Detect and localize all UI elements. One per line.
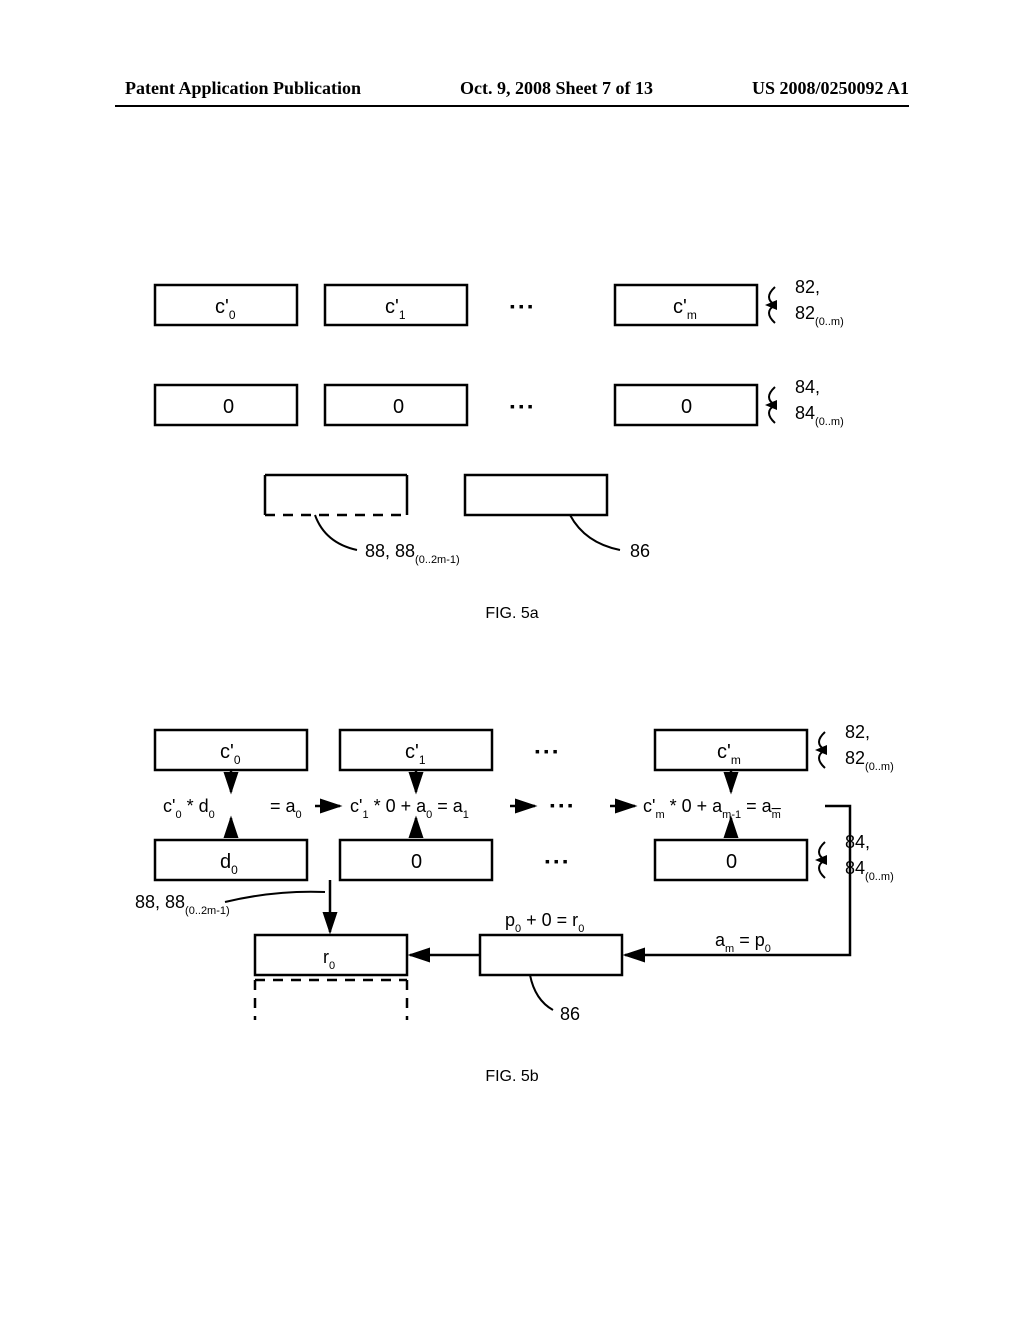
t-d0: d0 <box>220 851 238 877</box>
header-right: US 2008/0250092 A1 <box>752 78 909 99</box>
txt-z0: 0 <box>223 396 234 418</box>
txt-c0: c'0 <box>215 296 236 322</box>
leader-88b <box>225 892 325 902</box>
leader-86b <box>530 975 553 1010</box>
lbl-88: 88, 88(0..2m-1) <box>365 541 460 566</box>
lbl-84b-t: 84, <box>845 832 870 852</box>
ell-r1b: ▪ ▪ ▪ <box>535 743 558 759</box>
lbl-84: 84, <box>795 377 820 397</box>
eq-a0: = a0 <box>270 796 302 821</box>
t-c1: c'1 <box>405 741 426 767</box>
leader-86 <box>570 515 620 550</box>
dashed-below-r0 <box>255 980 407 1020</box>
eq-cm: c'm * 0 + am-1 = am <box>643 796 781 821</box>
header-rule <box>115 105 909 107</box>
ellipsis-r2: ▪ ▪ ▪ <box>510 398 533 414</box>
txt-cm: c'm <box>673 296 697 322</box>
lbl-84b: 84(0..m) <box>795 403 844 428</box>
ell-r2b: ▪ ▪ ▪ <box>545 853 568 869</box>
ell-mid: ▪ ▪ ▪ <box>550 797 573 813</box>
t-amp0: am = p0 <box>715 930 771 955</box>
leader-88 <box>315 515 357 550</box>
t-zm: 0 <box>726 851 737 873</box>
t-z1: 0 <box>411 851 422 873</box>
t-p0: p0 + 0 = r0 <box>505 910 584 935</box>
t-c0: c'0 <box>220 741 241 767</box>
lbl-82b-t: 82, <box>845 722 870 742</box>
txt-z1: 0 <box>393 396 404 418</box>
fig5a-caption: FIG. 5a <box>0 605 1024 623</box>
lbl-82: 82, <box>795 277 820 297</box>
figure-5a: c'0 c'1 c'm 0 0 0 ▪ ▪ ▪ ▪ ▪ ▪ 82, 82(0..… <box>115 275 1015 655</box>
lbl-86: 86 <box>630 541 650 561</box>
box-88-outline <box>265 475 407 515</box>
box-86 <box>465 475 607 515</box>
header-center: Oct. 9, 2008 Sheet 7 of 13 <box>460 78 653 99</box>
t-cm: c'm <box>717 741 741 767</box>
header-left: Patent Application Publication <box>125 78 361 99</box>
lbl-82b-b: 82(0..m) <box>845 748 894 773</box>
lbl-86b: 86 <box>560 1004 580 1024</box>
eq-c0d0: c'0 * d0 <box>163 796 215 821</box>
lbl-82b: 82(0..m) <box>795 303 844 328</box>
lbl-84b-b: 84(0..m) <box>845 858 894 883</box>
eq-c1: c'1 * 0 + a0 = a1 <box>350 796 469 821</box>
txt-c1: c'1 <box>385 296 406 322</box>
box-86b <box>480 935 622 975</box>
txt-zm: 0 <box>681 396 692 418</box>
t-r0: r0 <box>323 947 335 972</box>
ellipsis-r1: ▪ ▪ ▪ <box>510 298 533 314</box>
fig5b-caption: FIG. 5b <box>0 1068 1024 1086</box>
lbl-88b: 88, 88(0..2m-1) <box>135 892 230 917</box>
page-header: Patent Application Publication Oct. 9, 2… <box>0 78 1024 99</box>
